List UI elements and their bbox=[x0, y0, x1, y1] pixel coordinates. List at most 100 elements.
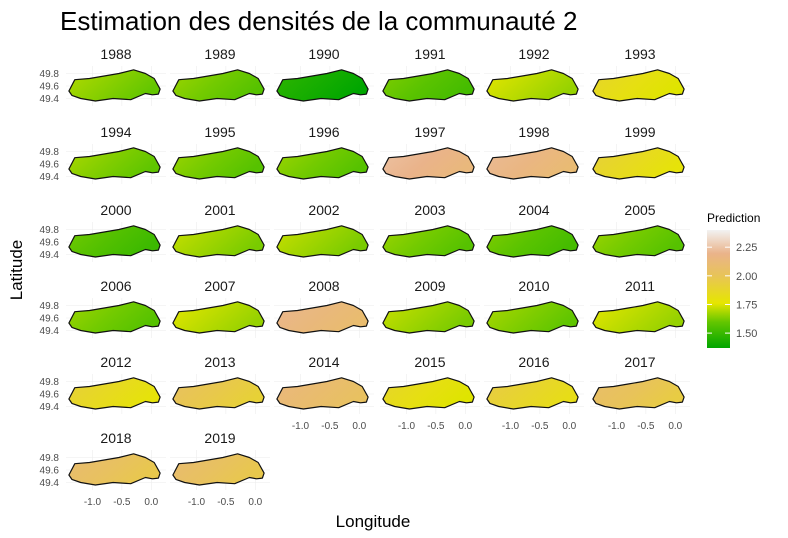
density-region bbox=[68, 225, 161, 258]
facet-year-label: 2005 bbox=[624, 202, 655, 218]
y-tick-label: 49.4 bbox=[40, 250, 60, 261]
facet-year-label: 2018 bbox=[100, 430, 131, 446]
x-tick-label: -0.5 bbox=[531, 421, 549, 432]
facet-year-label: 2012 bbox=[100, 354, 131, 370]
density-region bbox=[382, 225, 475, 258]
facet-year-label: 2013 bbox=[204, 354, 235, 370]
facet-1996: 1996 bbox=[274, 124, 374, 184]
facet-panels: 1988 1989 1990 1991 1992 1993 1994 1995 1996 1997… bbox=[66, 46, 690, 490]
density-region bbox=[276, 301, 369, 334]
x-tick-label: 0.0 bbox=[458, 421, 472, 432]
density-region bbox=[172, 225, 265, 258]
facet-2013: 2013 bbox=[170, 354, 270, 414]
density-region bbox=[276, 225, 369, 258]
y-tick-label: 49.8 bbox=[40, 377, 60, 388]
x-tick-label: -1.0 bbox=[502, 421, 520, 432]
facet-year-label: 2006 bbox=[100, 278, 131, 294]
x-tick-label: -1.0 bbox=[84, 497, 102, 508]
legend-tick-label: 1.75 bbox=[736, 299, 757, 311]
chart-title: Estimation des densités de la communauté… bbox=[60, 6, 577, 36]
facet-2006: 2006 bbox=[66, 278, 166, 338]
y-tick-label: 49.6 bbox=[40, 238, 60, 249]
x-axis-title: Longitude bbox=[336, 512, 411, 531]
facet-1989: 1989 bbox=[170, 46, 270, 106]
y-tick-label: 49.8 bbox=[40, 225, 60, 236]
x-tick-label: 0.0 bbox=[562, 421, 576, 432]
facet-2001: 2001 bbox=[170, 202, 270, 262]
facet-1997: 1997 bbox=[380, 124, 480, 184]
y-tick-label: 49.8 bbox=[40, 301, 60, 312]
y-tick-label: 49.4 bbox=[40, 478, 60, 489]
x-tick-label: -1.0 bbox=[292, 421, 310, 432]
y-tick-label: 49.8 bbox=[40, 69, 60, 80]
facet-2009: 2009 bbox=[380, 278, 480, 338]
density-region bbox=[172, 301, 265, 334]
facet-1998: 1998 bbox=[484, 124, 584, 184]
facet-1999: 1999 bbox=[590, 124, 690, 184]
facet-2014: 2014 bbox=[274, 354, 374, 414]
facet-year-label: 1999 bbox=[624, 124, 655, 140]
legend-colorbar bbox=[707, 230, 730, 348]
facet-year-label: 1991 bbox=[414, 46, 445, 62]
y-tick-label: 49.4 bbox=[40, 402, 60, 413]
x-tick-label: 0.0 bbox=[668, 421, 682, 432]
facet-2019: 2019 bbox=[170, 430, 270, 490]
y-tick-label: 49.6 bbox=[40, 314, 60, 325]
y-tick-label: 49.8 bbox=[40, 147, 60, 158]
facet-1990: 1990 bbox=[274, 46, 374, 106]
density-region bbox=[276, 377, 369, 410]
y-tick-label: 49.4 bbox=[40, 326, 60, 337]
facet-year-label: 2003 bbox=[414, 202, 445, 218]
facet-year-label: 1988 bbox=[100, 46, 131, 62]
facet-2002: 2002 bbox=[274, 202, 374, 262]
facet-year-label: 1997 bbox=[414, 124, 445, 140]
facet-year-label: 2019 bbox=[204, 430, 235, 446]
shared-axes: 49.849.649.449.849.649.449.849.649.449.8… bbox=[40, 69, 683, 508]
facet-year-label: 2010 bbox=[518, 278, 549, 294]
x-tick-label: -0.5 bbox=[217, 497, 235, 508]
facet-2003: 2003 bbox=[380, 202, 480, 262]
density-region bbox=[592, 225, 685, 258]
facet-year-label: 1993 bbox=[624, 46, 655, 62]
density-region bbox=[382, 301, 475, 334]
legend-tick-label: 1.50 bbox=[736, 328, 757, 340]
y-tick-label: 49.4 bbox=[40, 94, 60, 105]
density-region bbox=[486, 147, 579, 180]
x-tick-label: -0.5 bbox=[427, 421, 445, 432]
colorbar-legend: Prediction 2.25 2.00 1.75 1.50 bbox=[707, 211, 760, 348]
density-region bbox=[172, 377, 265, 410]
facet-1994: 1994 bbox=[66, 124, 166, 184]
density-region bbox=[592, 377, 685, 410]
density-region bbox=[276, 69, 369, 102]
legend-ticks: 2.25 2.00 1.75 1.50 bbox=[707, 242, 757, 340]
y-tick-label: 49.6 bbox=[40, 390, 60, 401]
facet-year-label: 2008 bbox=[308, 278, 339, 294]
density-region bbox=[592, 147, 685, 180]
legend-tick-label: 2.00 bbox=[736, 271, 757, 283]
density-region bbox=[68, 453, 161, 486]
facet-year-label: 1992 bbox=[518, 46, 549, 62]
facet-year-label: 1998 bbox=[518, 124, 549, 140]
facet-2012: 2012 bbox=[66, 354, 166, 414]
x-tick-label: -0.5 bbox=[637, 421, 655, 432]
facet-1993: 1993 bbox=[590, 46, 690, 106]
density-region bbox=[68, 147, 161, 180]
x-tick-label: 0.0 bbox=[144, 497, 158, 508]
density-region bbox=[382, 69, 475, 102]
density-region bbox=[486, 301, 579, 334]
facet-2010: 2010 bbox=[484, 278, 584, 338]
density-region bbox=[68, 69, 161, 102]
density-region bbox=[592, 69, 685, 102]
density-region bbox=[382, 377, 475, 410]
x-tick-label: 0.0 bbox=[352, 421, 366, 432]
density-region bbox=[68, 301, 161, 334]
facet-1991: 1991 bbox=[380, 46, 480, 106]
facet-1992: 1992 bbox=[484, 46, 584, 106]
density-region bbox=[172, 147, 265, 180]
density-region bbox=[172, 69, 265, 102]
facet-year-label: 2011 bbox=[625, 278, 655, 294]
density-region bbox=[68, 377, 161, 410]
facet-year-label: 1995 bbox=[204, 124, 235, 140]
x-tick-label: -0.5 bbox=[321, 421, 339, 432]
facet-year-label: 1990 bbox=[308, 46, 339, 62]
